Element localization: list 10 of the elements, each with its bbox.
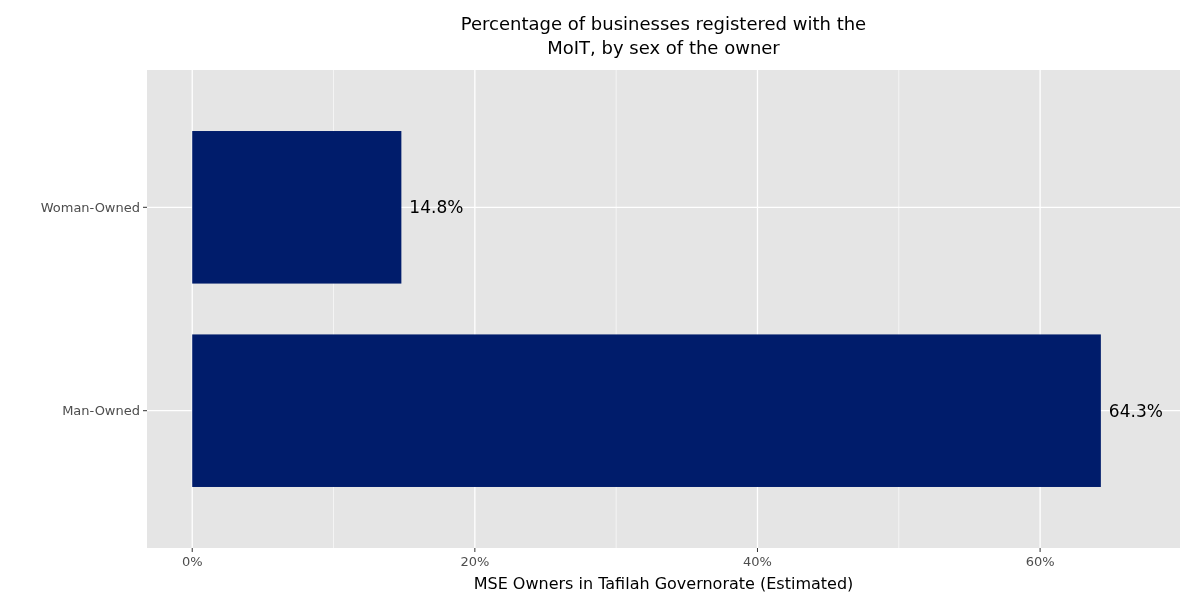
x-axis-title: MSE Owners in Tafilah Governorate (Estimated) <box>473 574 854 593</box>
data-label: 14.8% <box>409 197 464 218</box>
data-label: 64.3% <box>1108 400 1163 421</box>
x-tick-label: 0% <box>181 554 203 569</box>
x-tick-label: 20% <box>460 554 490 569</box>
x-tick-label: 60% <box>1025 554 1055 569</box>
chart-title: Percentage of businesses registered with the MoIT, by sex of the owner <box>460 13 867 58</box>
x-tick-label: 40% <box>743 554 772 569</box>
y-tick-label: Woman-Owned <box>40 199 140 215</box>
y-tick-label: Man-Owned <box>62 403 140 419</box>
